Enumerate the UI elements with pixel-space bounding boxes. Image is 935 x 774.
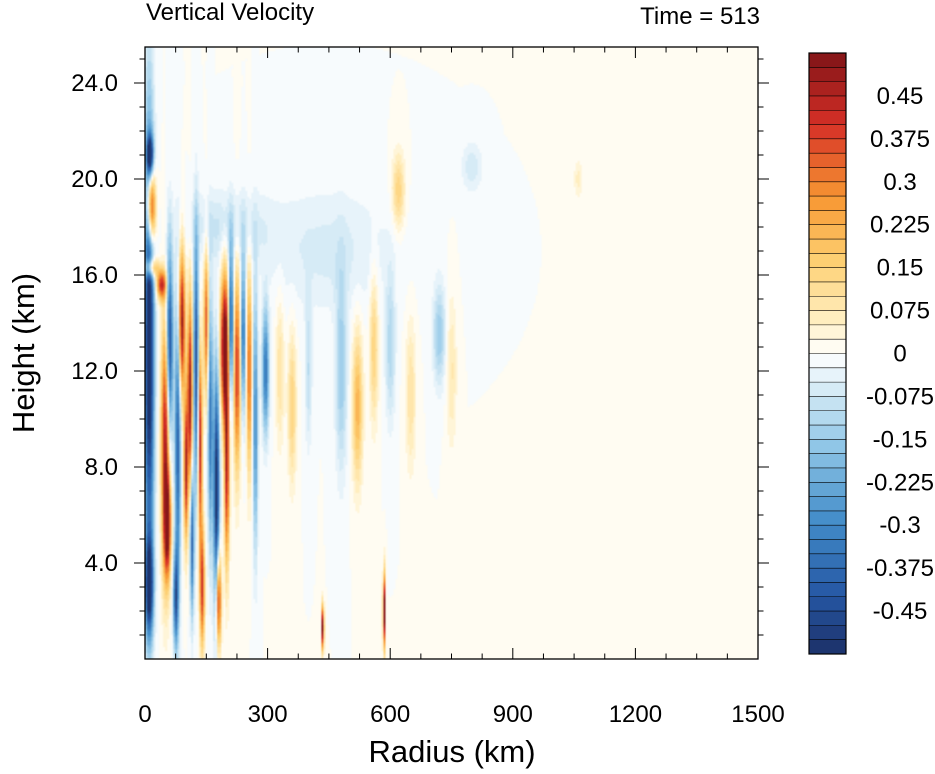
colorbar-box [809,181,846,197]
colorbar-box [809,639,846,655]
colorbar-label: -0.375 [866,555,934,582]
colorbar-box [809,310,846,326]
colorbar-box [809,425,846,440]
colorbar-label: 0.375 [870,126,930,153]
colorbar-box [809,224,846,240]
colorbar-box [809,582,846,598]
colorbar-box [809,167,846,183]
y-tick-label: 16.0 [71,262,118,289]
y-axis-label: Height (km) [6,273,41,433]
x-tick-label: 1200 [609,701,662,728]
x-tick-label: 900 [493,701,533,728]
colorbar-box [809,281,846,297]
colorbar-box [809,67,846,82]
colorbar-box [809,453,846,469]
colorbar-label: 0.15 [877,255,924,282]
colorbar-box [809,568,846,583]
x-axis-label: Radius (km) [368,734,535,769]
colorbar-box [809,324,846,340]
colorbar-box [809,110,846,125]
colorbar-box [809,296,846,311]
colorbar-labels: 0.45 0.375 0.3 0.225 0.15 0.075 0 -0.075 -0.15 -0… [866,83,934,625]
colorbar-box [809,611,846,626]
colorbar-box [809,253,846,268]
chart-subtitle: Time = 513 [640,3,760,30]
colorbar-label: -0.225 [866,469,934,496]
colorbar-label: 0.3 [883,169,916,196]
colorbar-box [809,196,846,211]
colorbar-label: -0.3 [879,512,920,539]
colorbar-box [809,539,846,555]
colorbar-label: -0.075 [866,383,934,410]
colorbar-box [809,382,846,397]
colorbar-frame [808,52,847,655]
x-tick-label: 300 [248,701,288,728]
colorbar-box [809,210,846,226]
colorbar-box [809,410,846,426]
colorbar-box [809,553,846,569]
colorbar-label: 0.225 [870,212,930,239]
x-tick-labels: 0 300 600 900 1200 1500 [138,701,784,728]
y-tick-labels: 4.0 8.0 12.0 16.0 20.0 24.0 [71,70,118,577]
colorbar-label: 0 [893,341,906,368]
colorbar-box [809,95,846,111]
colorbar-box [809,353,846,369]
x-tick-label: 600 [370,701,410,728]
field-layer [145,47,758,659]
colorbar-box [809,510,846,526]
colorbar-label: -0.45 [873,598,928,625]
colorbar-box [809,81,846,97]
colorbar-box [809,53,846,68]
y-tick-label: 12.0 [71,358,118,385]
colorbar-box [809,267,846,283]
colorbar-box [809,367,846,383]
x-tick-label: 0 [138,701,151,728]
chart-title: Vertical Velocity [146,0,314,26]
colorbar-box [809,138,846,154]
colorbar-box [809,153,846,168]
colorbar-label: 0.075 [870,298,930,325]
y-tick-label: 4.0 [85,550,118,577]
colorbar-box [809,625,846,640]
colorbar-box [809,525,846,540]
y-tick-label: 20.0 [71,166,118,193]
colorbar-box [809,467,846,483]
colorbar-box [809,496,846,512]
colorbar-box [809,482,846,497]
colorbar-label: -0.15 [873,426,928,453]
colorbar-box [809,239,846,254]
y-tick-label: 24.0 [71,70,118,97]
velocity-field [145,47,758,659]
colorbar-box [809,124,846,140]
colorbar-box [809,396,846,412]
x-tick-label: 1500 [731,701,784,728]
colorbar-label: 0.45 [877,83,924,110]
colorbar [808,52,847,655]
colorbar-box [809,596,846,612]
colorbar-box [809,339,846,354]
colorbar-box [809,439,846,454]
y-tick-label: 8.0 [85,454,118,481]
plot-frame [144,46,759,660]
